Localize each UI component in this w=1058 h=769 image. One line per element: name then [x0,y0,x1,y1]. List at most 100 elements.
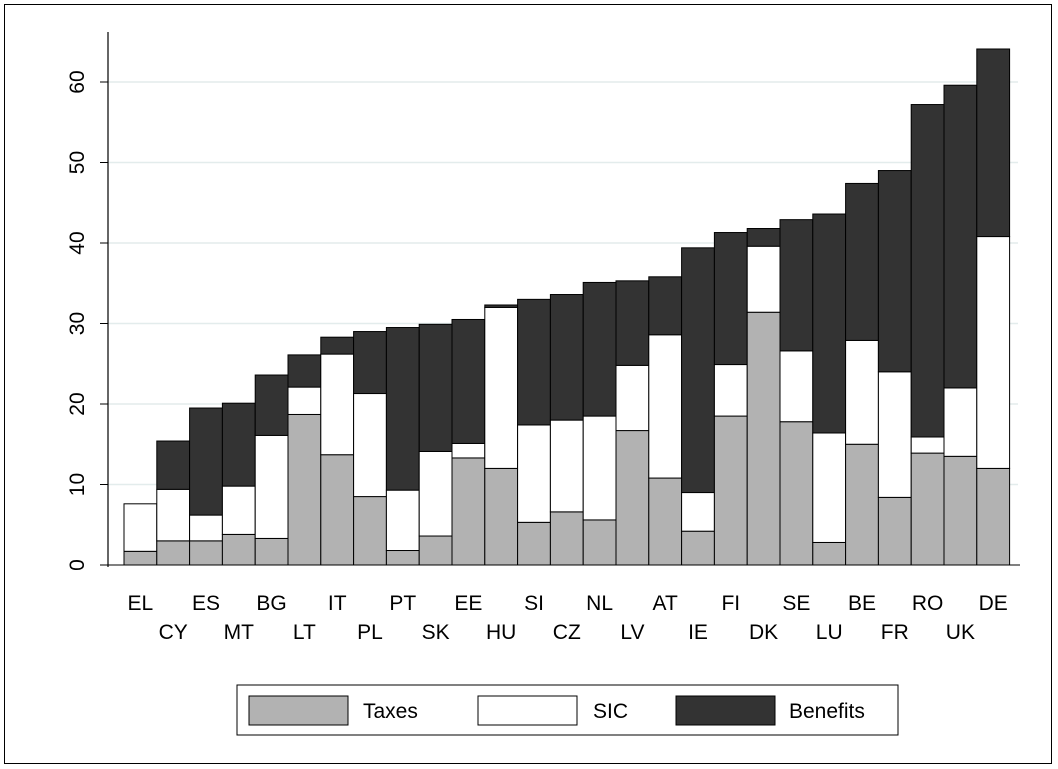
bar-sic-el [123,503,158,552]
x-tick-label-es: ES [192,592,220,615]
bar-sic-ro [910,436,945,454]
bar-sic-lt [287,386,322,415]
x-tick-label-ro: RO [912,592,944,615]
bar-sic-ie [681,492,715,532]
x-tick-label-se: SE [782,592,810,615]
bar-sic-pl [353,393,387,498]
bar-sic-fr [877,371,912,498]
bar-sic-lv [615,364,650,432]
bar-taxes-uk [943,455,978,566]
x-tick-label-dk: DK [749,621,778,644]
y-ticks: 0 10 20 30 40 50 60 [66,70,108,571]
bar-sic-mt [221,485,256,535]
bar-benefits-de [976,48,1011,238]
bar-benefits-it [320,336,355,355]
bar-benefits-dk [746,228,781,247]
bar-sic-de [976,236,1011,469]
legend-key-taxes [248,695,349,726]
x-tick-label-fi: FI [721,592,740,615]
bar-sic-cy [156,488,191,542]
x-tick-label-ee: EE [454,592,482,615]
axes [107,32,1020,567]
y-tick-label: 60 [66,70,89,93]
bar-taxes-el [123,550,158,566]
bar-taxes-it [320,454,355,566]
bar-sic-pt [385,489,420,552]
bar-taxes-bg [254,537,289,566]
bar-taxes-lv [615,430,650,566]
bar-taxes-pt [385,550,420,566]
x-tick-label-it: IT [328,592,347,615]
x-tick-label-at: AT [653,592,678,615]
bar-taxes-sk [418,535,453,566]
y-tick-label: 30 [66,312,89,335]
legend-key-benefits [675,695,776,726]
bar-taxes-be [845,443,879,566]
bar-sic-lu [812,432,847,543]
legend-label-sic: SIC [593,700,628,723]
legend-label-benefits: Benefits [789,700,865,723]
bar-sic-nl [582,415,617,521]
bar-benefits-lv [615,280,650,366]
bar-sic-be [845,339,879,445]
x-tick-label-be: BE [848,592,876,615]
x-tick-label-si: SI [524,592,544,615]
x-tick-label-fr: FR [881,621,909,644]
legend: Taxes SIC Benefits [236,684,899,736]
x-tick-label-lu: LU [816,621,843,644]
bar-sic-cz [549,419,584,513]
x-tick-label-hu: HU [486,621,516,644]
x-tick-label-mt: MT [224,621,254,644]
bar-taxes-si [517,521,551,566]
bar-benefits-ee [451,318,486,444]
x-tick-label-pt: PT [389,592,416,615]
x-tick-label-cz: CZ [553,621,581,644]
bar-taxes-ro [910,452,945,566]
bar-taxes-ie [681,530,715,566]
bar-sic-bg [254,434,289,539]
bar-benefits-fr [877,170,912,373]
bar-benefits-es [189,407,223,516]
bar-sic-ee [451,442,486,459]
bar-benefits-fi [713,232,748,366]
bar-taxes-hu [484,467,519,566]
x-tick-label-pl: PL [357,621,383,644]
y-tick-label: 50 [66,151,89,174]
bar-taxes-ee [451,457,486,566]
y-tick-label: 20 [66,392,89,415]
bar-benefits-bg [254,374,289,436]
bar-taxes-mt [221,533,256,566]
bar-benefits-uk [943,84,978,389]
bar-benefits-ro [910,104,945,438]
bar-taxes-dk [746,311,781,566]
bar-taxes-nl [582,519,617,566]
bar-taxes-pl [353,496,387,566]
bars [123,48,1011,566]
bar-benefits-pt [385,327,420,491]
bar-taxes-cy [156,540,191,566]
y-tick-label: 10 [66,473,89,496]
bar-sic-se [779,350,814,423]
x-tick-label-uk: UK [946,621,975,644]
x-tick-label-ie: IE [688,621,708,644]
bar-benefits-at [648,276,683,336]
bar-taxes-de [976,467,1011,566]
bar-benefits-se [779,219,814,352]
x-tick-label-sk: SK [422,621,450,644]
bar-benefits-hu [484,304,519,308]
x-tick-label-lt: LT [293,621,316,644]
x-tick-label-de: DE [979,592,1008,615]
bar-sic-uk [943,387,978,457]
bar-taxes-fi [713,415,748,566]
legend-label-taxes: Taxes [363,700,418,723]
y-tick-label: 40 [66,231,89,254]
bar-benefits-mt [221,402,256,487]
bar-taxes-at [648,477,683,566]
bar-taxes-es [189,540,223,566]
bar-taxes-lt [287,413,322,566]
bar-sic-es [189,514,223,542]
y-tick-label: 0 [66,559,89,571]
bar-benefits-lu [812,213,847,434]
